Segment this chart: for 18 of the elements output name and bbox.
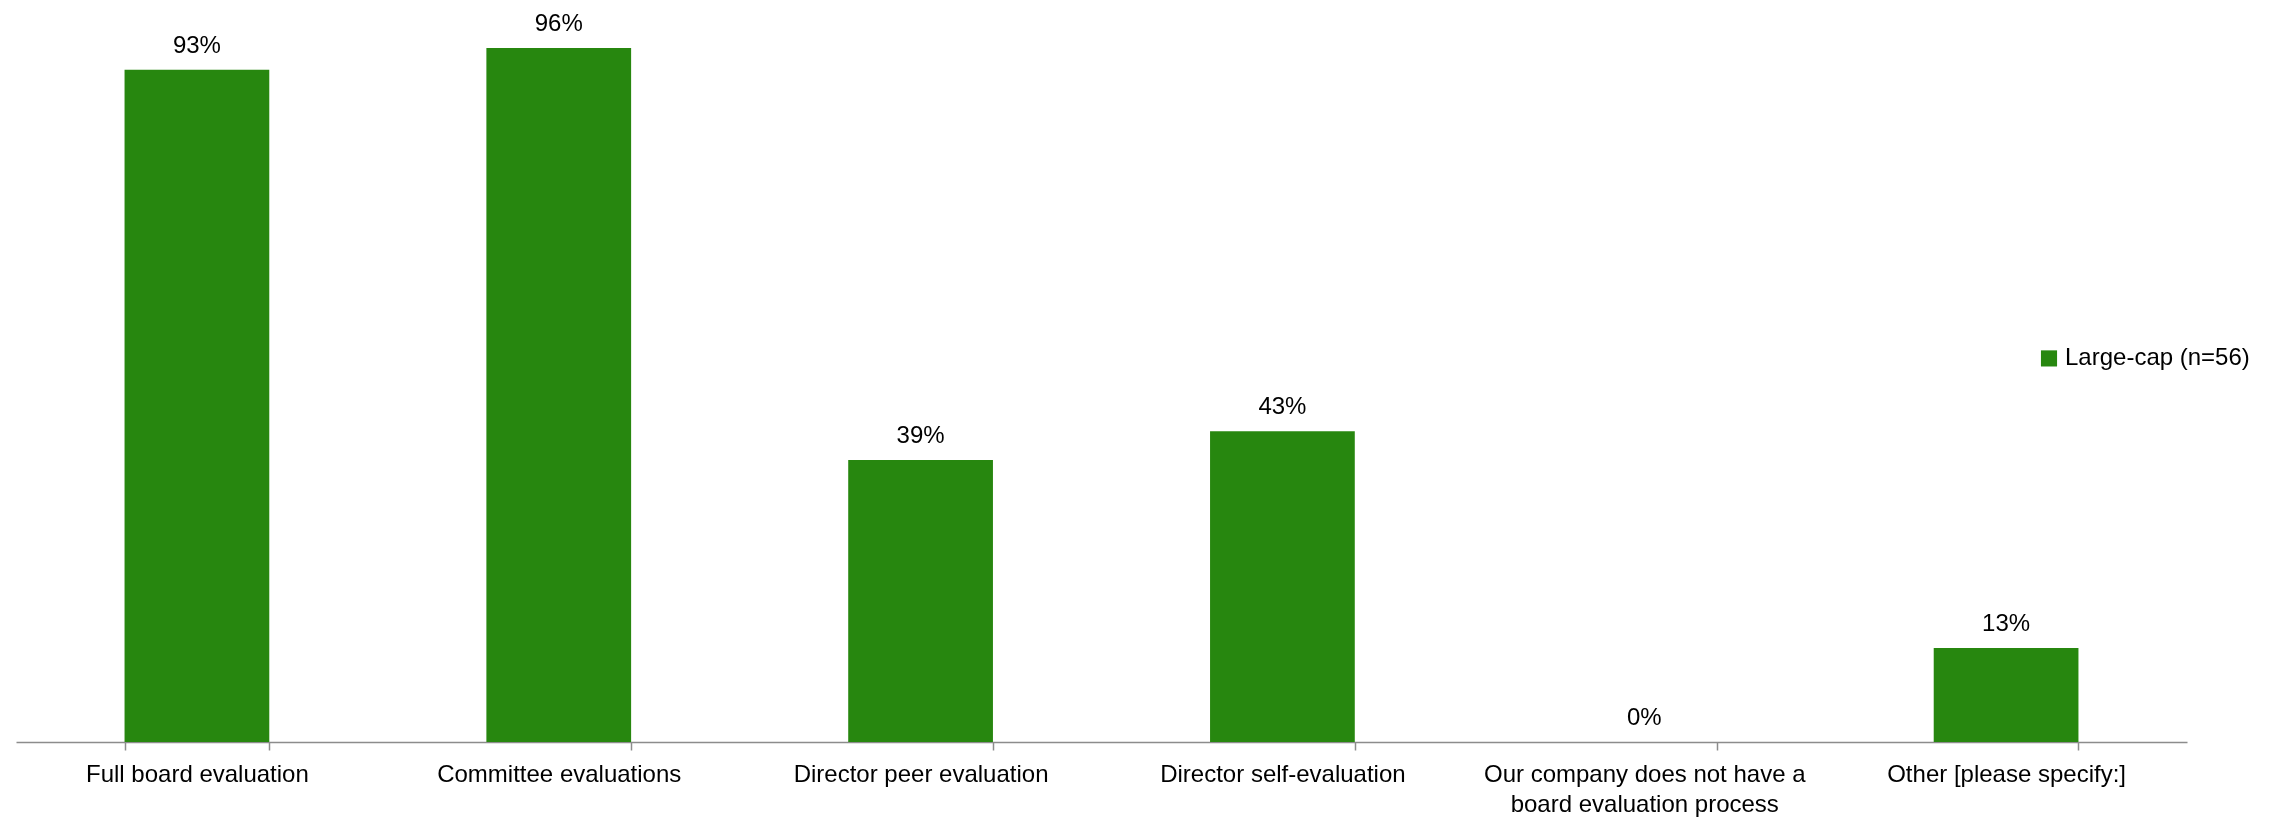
data-label: 0% <box>1626 703 1662 730</box>
x-tick-label: Director peer evaluation <box>793 759 1049 787</box>
x-tick-label: Full board evaluation <box>86 759 309 787</box>
bar <box>124 69 270 742</box>
data-label: 13% <box>1982 609 2031 637</box>
data-label: 93% <box>172 30 221 58</box>
bar <box>1933 648 2079 742</box>
data-label: 43% <box>1258 392 1307 420</box>
data-label: 96% <box>534 9 583 36</box>
x-tick-label: Other [please specify:] <box>1887 759 2126 787</box>
bar <box>848 460 993 742</box>
legend-label: Large-cap (n=56) <box>2065 343 2250 371</box>
x-tick-label: Our company does not have a board evaluation process <box>1483 759 1807 817</box>
x-tick-label: Committee evaluations <box>437 759 682 787</box>
data-label: 39% <box>896 421 945 449</box>
x-tick-label: Director self-evaluation <box>1160 759 1406 787</box>
bar <box>486 48 632 742</box>
bar <box>1210 431 1355 742</box>
